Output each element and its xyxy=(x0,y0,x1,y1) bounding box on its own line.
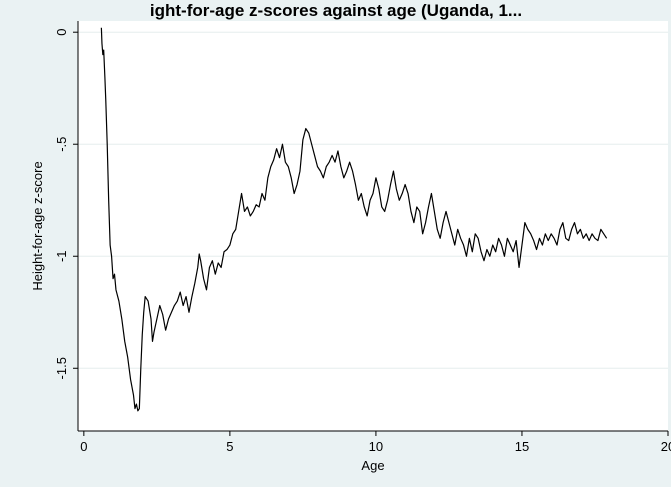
y-tick-label: 0 xyxy=(54,29,69,36)
x-tick-label: 0 xyxy=(80,439,87,454)
axes xyxy=(73,21,669,436)
x-tick-label: 20 xyxy=(661,439,671,454)
x-axis-label: Age xyxy=(361,458,384,473)
y-tick-label: -1.5 xyxy=(54,357,69,379)
y-axis-label: Height-for-age z-score xyxy=(30,161,45,290)
tick-labels: 0 5 10 15 20 0 -.5 -1 -1.5 xyxy=(54,29,671,454)
grid-lines xyxy=(78,31,668,369)
y-tick-label: -1 xyxy=(54,250,69,262)
series-line xyxy=(100,27,608,412)
chart-title: ight-for-age z-scores against age (Ugand… xyxy=(150,1,522,20)
x-tick-label: 10 xyxy=(369,439,383,454)
series-layer xyxy=(100,27,608,412)
x-tick-label: 5 xyxy=(226,439,233,454)
y-tick-label: -.5 xyxy=(54,137,69,152)
x-tick-label: 15 xyxy=(515,439,529,454)
plot-area xyxy=(78,21,668,431)
